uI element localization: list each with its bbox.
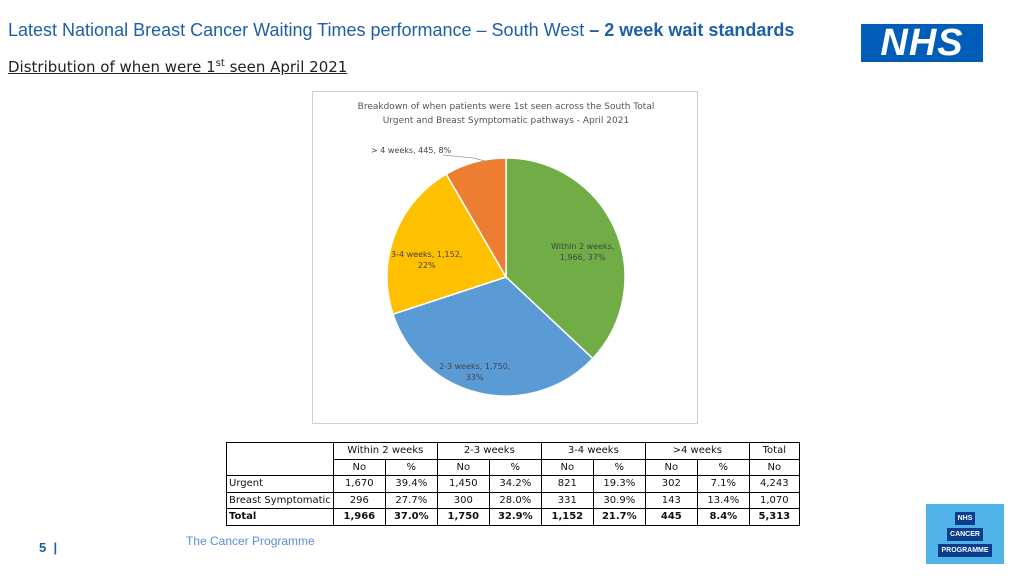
- pie-label-2-3-weeks: 2-3 weeks, 1,750, 33%: [439, 362, 511, 382]
- table-cell: 37.0%: [385, 508, 438, 526]
- chart-title-line2: Urgent and Breast Symptomatic pathways -…: [382, 116, 630, 126]
- table-cell: 4,243: [748, 475, 800, 492]
- table-cell: 143: [644, 491, 698, 509]
- page-title: Latest National Breast Cancer Waiting Ti…: [8, 20, 794, 41]
- logo-line-3: PROGRAMME: [938, 543, 992, 557]
- nhs-logo-text: NHS: [880, 22, 964, 64]
- table-cell: 19.3%: [593, 475, 646, 492]
- pie-slice-3-4-weeks: [386, 173, 508, 316]
- table-cell: 1,750: [436, 508, 490, 526]
- table-cell: 7.1%: [697, 475, 750, 492]
- table-cell: 1,966: [333, 508, 386, 526]
- table-cell: 1,670: [333, 475, 386, 492]
- table-row-label: Total: [226, 508, 334, 526]
- table-cell: 1,152: [540, 508, 594, 526]
- pie-chart: Breakdown of when patients were 1st seen…: [312, 91, 698, 424]
- footer-programme: The Cancer Programme: [186, 534, 315, 548]
- table-cell: 1,070: [748, 491, 800, 509]
- table-cell: 8.4%: [697, 508, 750, 526]
- table-cell: 30.9%: [593, 491, 646, 509]
- table-cell: 300: [436, 491, 490, 509]
- table-cell: 302: [644, 475, 698, 492]
- nhs-logo: NHS: [861, 24, 983, 62]
- table-group-header: Total: [748, 442, 800, 459]
- page-title-main: Latest National Breast Cancer Waiting Ti…: [8, 20, 585, 40]
- table-subheader: No: [748, 458, 800, 476]
- table-cell: 1,450: [436, 475, 490, 492]
- chart-title-line1: Breakdown of when patients were 1st seen…: [357, 102, 655, 112]
- table-subheader: %: [385, 458, 438, 476]
- table-cell: 445: [644, 508, 698, 526]
- table-cell: 331: [540, 491, 594, 509]
- pie-slice-4-weeks: [445, 157, 507, 280]
- table-cell: 21.7%: [593, 508, 646, 526]
- table-cell: 296: [333, 491, 386, 509]
- page-number-value: 5: [39, 540, 47, 555]
- table-subheader: No: [644, 458, 698, 476]
- waiting-times-table: Within 2 weeks 2-3 weeks 3-4 weeks >4 we…: [226, 442, 800, 526]
- table-subheader-row: No % No % No % No % No: [226, 458, 800, 476]
- page-separator: |: [53, 540, 58, 555]
- pie-label-3-4-weeks: 3-4 weeks, 1,152, 22%: [391, 250, 463, 270]
- logo-line-2: CANCER: [947, 527, 983, 541]
- subtitle-post: seen April 2021: [224, 58, 348, 76]
- table-cell: 5,313: [748, 508, 800, 526]
- table-group-header: >4 weeks: [644, 442, 750, 459]
- pie-label-over-4-weeks: > 4 weeks, 445, 8%: [371, 146, 452, 155]
- chart-title: Breakdown of when patients were 1st seen…: [313, 100, 699, 128]
- table-group-header: Within 2 weeks: [333, 442, 438, 459]
- subtitle-pre: Distribution of when were 1: [8, 58, 216, 76]
- cancer-programme-logo: NHS CANCER PROGRAMME: [926, 504, 1004, 564]
- table-header-row: Within 2 weeks 2-3 weeks 3-4 weeks >4 we…: [226, 442, 800, 459]
- table-row-total: Total 1,966 37.0% 1,750 32.9% 1,152 21.7…: [226, 508, 800, 526]
- pie-label-within-2-weeks: Within 2 weeks, 1,966, 37%: [551, 242, 615, 262]
- table-subheader: No: [333, 458, 386, 476]
- pie-slice-within-2-weeks: [505, 157, 626, 360]
- table-row-label: Breast Symptomatic: [226, 491, 334, 509]
- table-cell: 34.2%: [489, 475, 542, 492]
- table-cell: 39.4%: [385, 475, 438, 492]
- table-subheader: No: [540, 458, 594, 476]
- table-subheader: %: [593, 458, 646, 476]
- table-cell: 821: [540, 475, 594, 492]
- table-cell: 27.7%: [385, 491, 438, 509]
- logo-line-1: NHS: [954, 511, 976, 525]
- table-cell: 13.4%: [697, 491, 750, 509]
- subtitle-sup: st: [215, 58, 225, 69]
- table-row-label: Urgent: [226, 475, 334, 492]
- table-subheader: No: [436, 458, 490, 476]
- table-row: Urgent 1,670 39.4% 1,450 34.2% 821 19.3%…: [226, 475, 800, 492]
- table-group-header: 2-3 weeks: [436, 442, 542, 459]
- table-group-header: 3-4 weeks: [540, 442, 646, 459]
- table-subheader: %: [489, 458, 542, 476]
- table-cell: 28.0%: [489, 491, 542, 509]
- table-row: Breast Symptomatic 296 27.7% 300 28.0% 3…: [226, 491, 800, 509]
- page-subtitle: Distribution of when were 1st seen April…: [8, 58, 347, 76]
- table-cell: 32.9%: [489, 508, 542, 526]
- pie-leader-line: [442, 154, 490, 163]
- page-title-bold: – 2 week wait standards: [584, 20, 795, 40]
- pie-svg: [386, 154, 626, 397]
- page-number: 5 |: [39, 540, 57, 555]
- table-subheader: %: [697, 458, 750, 476]
- pie-slice-2-3-weeks: [392, 276, 594, 397]
